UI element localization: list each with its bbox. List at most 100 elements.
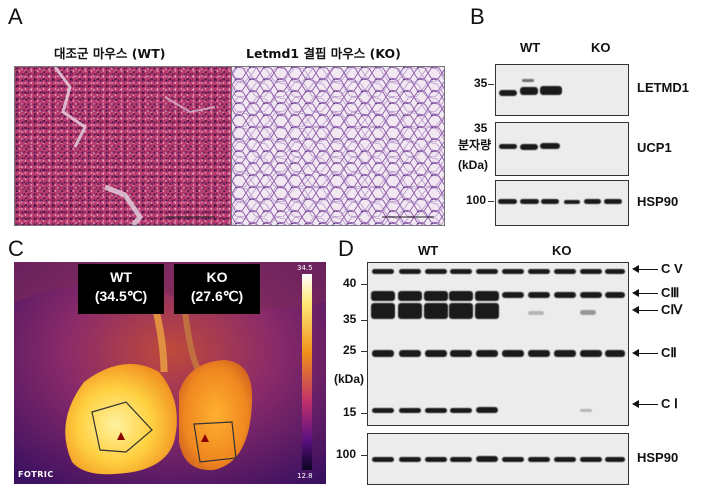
band (398, 291, 422, 301)
band (554, 269, 576, 274)
band (424, 303, 448, 319)
panel-b-wt-header: WT (520, 40, 541, 55)
hsp90-blot-b (495, 180, 629, 226)
band (541, 199, 559, 204)
band (520, 199, 539, 204)
band (502, 350, 524, 357)
wt-tag-temp: (34.5℃) (94, 288, 148, 304)
mw-100-d: 100 (336, 447, 357, 461)
temperature-scale-bar (302, 274, 312, 470)
oxphos-blot (367, 262, 629, 426)
label-complex-ii: CⅡ (661, 345, 677, 360)
label-letmd1: LETMD1 (637, 80, 689, 95)
band (399, 350, 421, 357)
band (499, 144, 517, 149)
band (520, 87, 538, 95)
hsp90-blot-d (367, 433, 629, 485)
band (450, 269, 472, 274)
band (425, 408, 447, 413)
tick (488, 84, 494, 85)
band (580, 409, 592, 412)
fotric-logo: FOTRIC (18, 470, 54, 479)
band (425, 269, 447, 274)
panel-d-letter: D (338, 236, 354, 261)
tick (488, 201, 494, 202)
label-ucp1: UCP1 (637, 140, 672, 155)
label-complex-iii: CⅢ (661, 285, 680, 300)
label-hsp90-b: HSP90 (637, 194, 679, 209)
label-complex-iv: CⅣ (661, 302, 683, 317)
panel-d-wt-header: WT (418, 243, 439, 258)
band (476, 456, 498, 462)
band (580, 292, 602, 298)
tick (361, 284, 367, 285)
mw-25: 25 (343, 343, 357, 357)
band (450, 457, 472, 462)
band (372, 457, 394, 462)
band (580, 269, 602, 274)
band (371, 303, 395, 319)
panel-d-ko-header: KO (552, 243, 572, 258)
band (502, 457, 524, 462)
mw-35-ucp1: 35 (474, 121, 488, 135)
ucp1-blot (495, 122, 629, 176)
mw-35-d: 35 (343, 312, 357, 326)
wt-tag-label: WT (110, 269, 132, 285)
wt-temperature-tag: WT (34.5℃) (78, 264, 164, 314)
band (399, 269, 421, 274)
ko-marker-icon (201, 434, 209, 442)
band (580, 350, 602, 357)
band (554, 457, 576, 462)
wt-histology-image (14, 66, 232, 226)
arrow-icon (632, 306, 639, 314)
wt-tissue-hotspot (65, 364, 177, 475)
band (540, 143, 560, 149)
band (425, 457, 447, 462)
arrow-line (638, 269, 658, 270)
letmd1-blot (495, 64, 629, 116)
mw-35-letmd1: 35 (474, 76, 488, 90)
mw-unit-kda: (kDa) (458, 158, 489, 172)
panel-b-letter: B (470, 4, 485, 29)
band (605, 457, 625, 462)
wt-brown-fat-tissue (15, 67, 231, 225)
ko-histology-image (231, 66, 445, 226)
band (425, 350, 447, 357)
band (605, 350, 625, 357)
arrow-line (638, 353, 658, 354)
band (476, 269, 498, 274)
band (499, 90, 517, 96)
arrow-line (638, 310, 658, 311)
band (528, 269, 550, 274)
arrow-icon (632, 289, 639, 297)
mw-15: 15 (343, 405, 357, 419)
panel-a-letter: A (8, 4, 23, 29)
band (399, 408, 421, 413)
band (449, 291, 473, 301)
band (371, 291, 395, 301)
ko-roi (193, 421, 237, 463)
band (554, 292, 576, 298)
band (522, 79, 534, 82)
wt-histology-title: 대조군 마우스 (WT) (54, 46, 166, 61)
band (605, 269, 625, 274)
arrow-icon (632, 265, 639, 273)
band (424, 291, 448, 301)
band (605, 292, 625, 298)
ko-tag-temp: (27.6℃) (190, 288, 244, 304)
scale-min-label: 12.8 (297, 472, 313, 480)
band (584, 199, 601, 204)
band (475, 303, 499, 319)
tick (361, 351, 367, 352)
band (450, 350, 472, 357)
arrow-line (638, 404, 658, 405)
ko-white-fat-tissue (232, 67, 444, 225)
arrow-icon (632, 400, 639, 408)
band (502, 292, 524, 298)
band (528, 292, 550, 298)
arrow-line (638, 293, 658, 294)
panel-b-ko-header: KO (591, 40, 611, 55)
band (372, 269, 394, 274)
band (476, 407, 498, 413)
band (475, 291, 499, 301)
